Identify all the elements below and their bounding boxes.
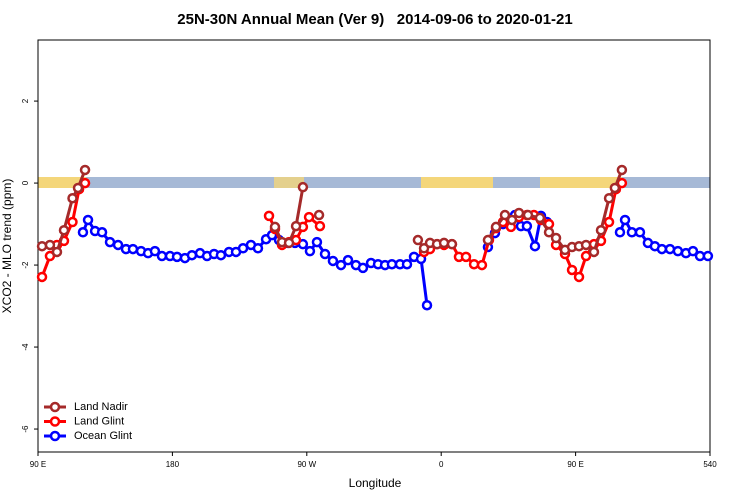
legend-marker (49, 401, 61, 413)
x-axis-label: Longitude (349, 476, 402, 490)
land-ocean-strip (38, 177, 710, 188)
point (156, 250, 168, 262)
point (327, 255, 339, 267)
point (656, 243, 668, 255)
chart-title: 25N-30N Annual Mean (Ver 9) 2014-09-06 t… (177, 11, 572, 28)
point (171, 251, 183, 263)
legend-label: Land Nadir (74, 401, 128, 413)
point (522, 209, 534, 221)
point (580, 239, 592, 251)
point (186, 249, 198, 261)
point (311, 236, 323, 248)
point (634, 227, 646, 238)
point (529, 240, 541, 252)
point (534, 212, 546, 224)
point (702, 250, 714, 262)
point (82, 214, 94, 226)
y-tick-label: -4 (21, 343, 30, 351)
point (319, 248, 331, 260)
point (506, 214, 518, 226)
point (588, 246, 600, 258)
x-tick-label: 540 (703, 460, 717, 469)
point (290, 220, 302, 232)
point (490, 221, 502, 233)
legend-label: Land Glint (74, 415, 124, 427)
point (96, 227, 108, 238)
point (36, 240, 48, 252)
point (609, 182, 621, 194)
point (303, 211, 315, 223)
point (297, 181, 309, 193)
legend-marker (49, 430, 61, 442)
point (127, 243, 139, 255)
y-tick-label: -6 (21, 425, 30, 433)
point (386, 258, 398, 270)
point (401, 258, 413, 270)
point (263, 210, 275, 222)
point (67, 216, 78, 228)
plot-frame (37, 39, 711, 453)
point (283, 237, 295, 249)
point (438, 237, 450, 249)
legend-marker (49, 416, 61, 427)
point (104, 236, 116, 248)
point (357, 262, 369, 274)
point (460, 251, 472, 263)
point (72, 182, 84, 194)
point (67, 192, 78, 204)
point (672, 245, 684, 257)
point (149, 245, 161, 257)
point (304, 245, 316, 257)
y-tick-label: -2 (21, 261, 30, 269)
point (616, 164, 628, 176)
point (252, 243, 264, 254)
point (499, 209, 511, 221)
y-axis-label: XCO2 - MLO trend (ppm) (0, 179, 14, 314)
y-tick-label: 0 (21, 180, 30, 185)
point (603, 216, 615, 228)
point (614, 227, 626, 238)
point (269, 221, 281, 233)
x-tick-label: 90 W (297, 460, 316, 469)
point (44, 239, 56, 251)
point (412, 234, 424, 246)
x-tick-label: 90 E (567, 460, 583, 469)
point (543, 227, 555, 238)
point (476, 259, 488, 271)
point (603, 192, 615, 204)
point (112, 239, 124, 251)
x-tick-label: 180 (166, 460, 180, 469)
point (566, 264, 578, 276)
point (550, 232, 562, 244)
point (626, 227, 638, 238)
point (36, 271, 48, 283)
x-tick-label: 0 (439, 460, 444, 469)
y-tick-label: 2 (21, 98, 30, 103)
point (342, 254, 354, 266)
point (335, 259, 347, 271)
point (77, 227, 89, 238)
point (421, 299, 433, 311)
legend-label: Ocean Glint (74, 430, 132, 442)
point (595, 224, 607, 236)
point (215, 249, 227, 261)
point (314, 220, 326, 232)
point (482, 234, 494, 246)
x-tick-label: 90 E (30, 460, 46, 469)
point (580, 250, 592, 262)
point (446, 238, 458, 250)
point (573, 271, 585, 283)
point (313, 209, 325, 221)
point (58, 224, 70, 236)
point (687, 245, 699, 257)
point (79, 164, 91, 176)
point (521, 220, 533, 232)
point (619, 214, 631, 226)
point (513, 207, 525, 219)
point (51, 246, 63, 258)
